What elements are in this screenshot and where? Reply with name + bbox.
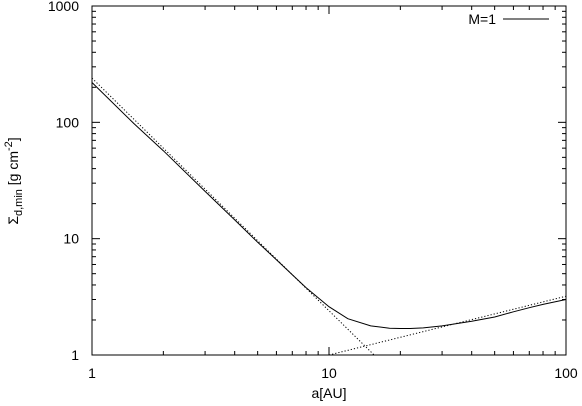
plot-frame bbox=[91, 5, 567, 356]
x-tick-label: 100 bbox=[554, 365, 578, 381]
x-tick-label: 1 bbox=[88, 365, 96, 381]
x-tick-label: 10 bbox=[321, 365, 337, 381]
x-axis-title: a[AU] bbox=[311, 385, 346, 401]
asymptote-line bbox=[91, 77, 375, 356]
series-lines bbox=[91, 77, 567, 356]
y-axis-title-subscript: d,min bbox=[13, 189, 25, 216]
axis-tick-labels: 1 10 100 1 10 100 1000 bbox=[48, 0, 578, 381]
y-axis-title: Σd,min [g cm-2] bbox=[3, 137, 25, 224]
y-axis-title-symbol: Σ bbox=[5, 216, 21, 225]
y-axis-title-exponent: -2 bbox=[3, 141, 15, 151]
y-axis-title-unit: [g cm bbox=[5, 151, 21, 189]
axis-ticks bbox=[91, 5, 567, 356]
asymptote-line bbox=[328, 295, 567, 356]
legend-label: M=1 bbox=[468, 11, 496, 27]
y-tick-label: 100 bbox=[56, 114, 80, 130]
y-axis-title-close: ] bbox=[5, 137, 21, 141]
y-tick-label: 1 bbox=[71, 347, 79, 363]
legend: M=1 bbox=[468, 11, 549, 27]
y-tick-label: 1000 bbox=[48, 0, 79, 14]
y-tick-label: 10 bbox=[63, 231, 79, 247]
series-line-m1 bbox=[91, 82, 567, 329]
